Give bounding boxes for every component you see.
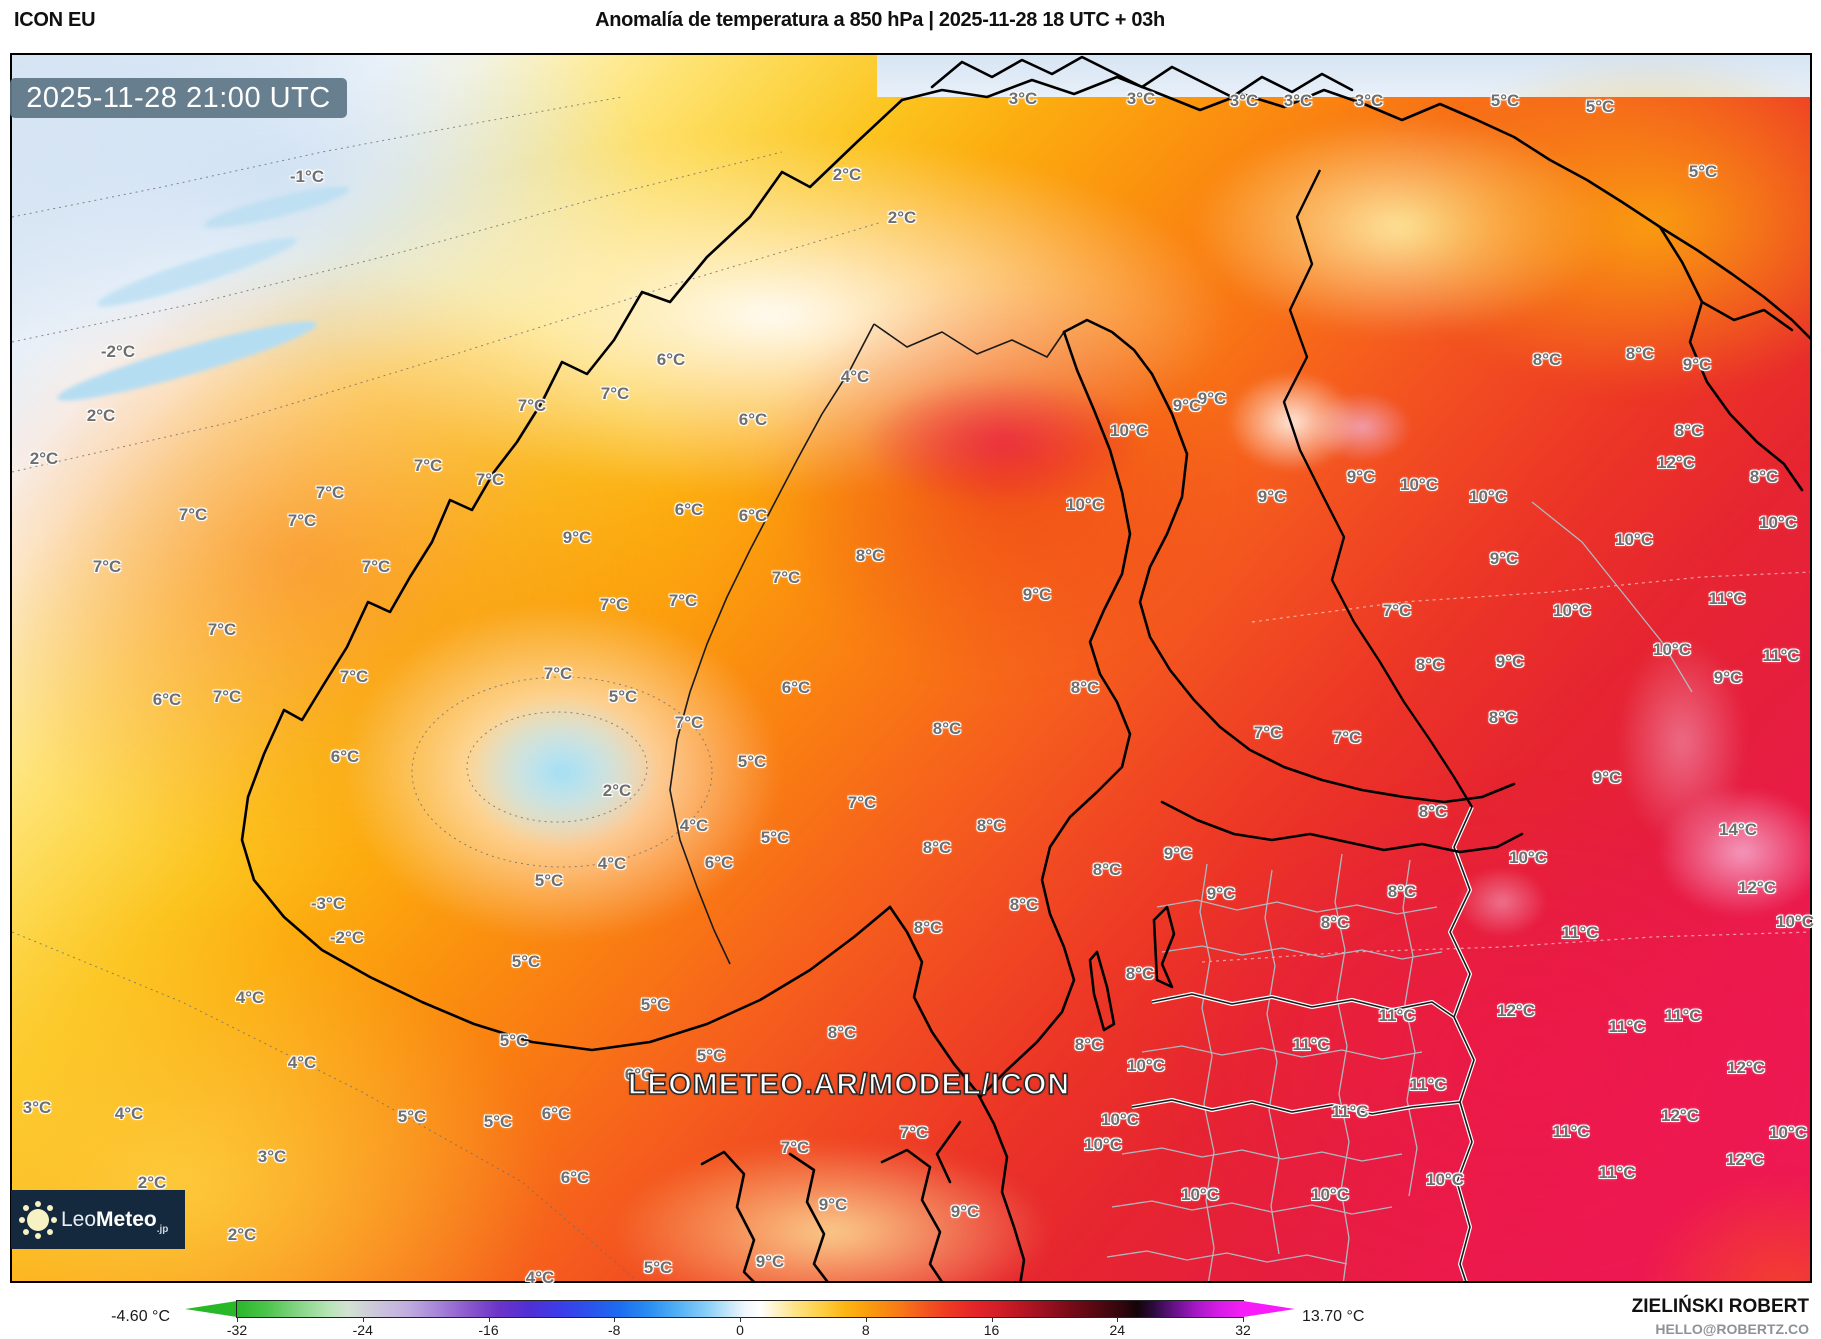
logo-brand-light: Leo — [61, 1207, 97, 1231]
credit-email: HELLO@ROBERTZ.CO — [1655, 1321, 1809, 1337]
sun-icon — [27, 1208, 49, 1231]
credit-name: ZIELIŃSKI ROBERT — [1631, 1296, 1809, 1317]
watermark: LEOMETEO.AR/MODEL/ICON — [627, 1067, 1070, 1102]
colorbar-tick: -8 — [594, 1317, 634, 1338]
baltic-municipal-web — [1106, 501, 1693, 1281]
colorbar-tick: 0 — [720, 1317, 760, 1338]
colorbar-min-label: -4.60 °C — [111, 1308, 170, 1325]
colorbar-tick: -16 — [469, 1317, 509, 1338]
colorbar — [236, 1300, 1244, 1318]
colorbar-tick: 24 — [1097, 1317, 1137, 1338]
timestamp-badge: 2025-11-28 21:00 UTC — [10, 78, 347, 118]
model-label: ICON EU — [14, 9, 96, 31]
logo-brand-bold: Meteo — [96, 1207, 157, 1231]
colorbar-tick: 16 — [972, 1317, 1012, 1338]
coastline-borders-svg — [12, 55, 1810, 1281]
colorbar-tick: -24 — [343, 1317, 383, 1338]
colorbar-tick: 32 — [1223, 1317, 1263, 1338]
leometeo-logo: Leo Meteo .jp — [11, 1190, 185, 1249]
colorbar-tick: -32 — [217, 1317, 257, 1338]
coastlines — [240, 55, 1810, 1281]
warm-dotted-contours — [1201, 571, 1810, 963]
dotted-contours — [12, 96, 883, 1281]
colorbar-left-arrow — [185, 1301, 237, 1317]
russia-border — [1282, 169, 1474, 808]
colorbar-tick: 8 — [846, 1317, 886, 1338]
colorbar-right-arrow — [1243, 1301, 1295, 1317]
white-cased-borders — [1131, 806, 1476, 1281]
logo-suffix: .jp — [156, 1224, 169, 1235]
map-title: Anomalía de temperatura a 850 hPa | 2025… — [595, 9, 1165, 31]
country-borders — [669, 323, 1475, 1281]
colorbar-max-label: 13.70 °C — [1302, 1308, 1365, 1325]
